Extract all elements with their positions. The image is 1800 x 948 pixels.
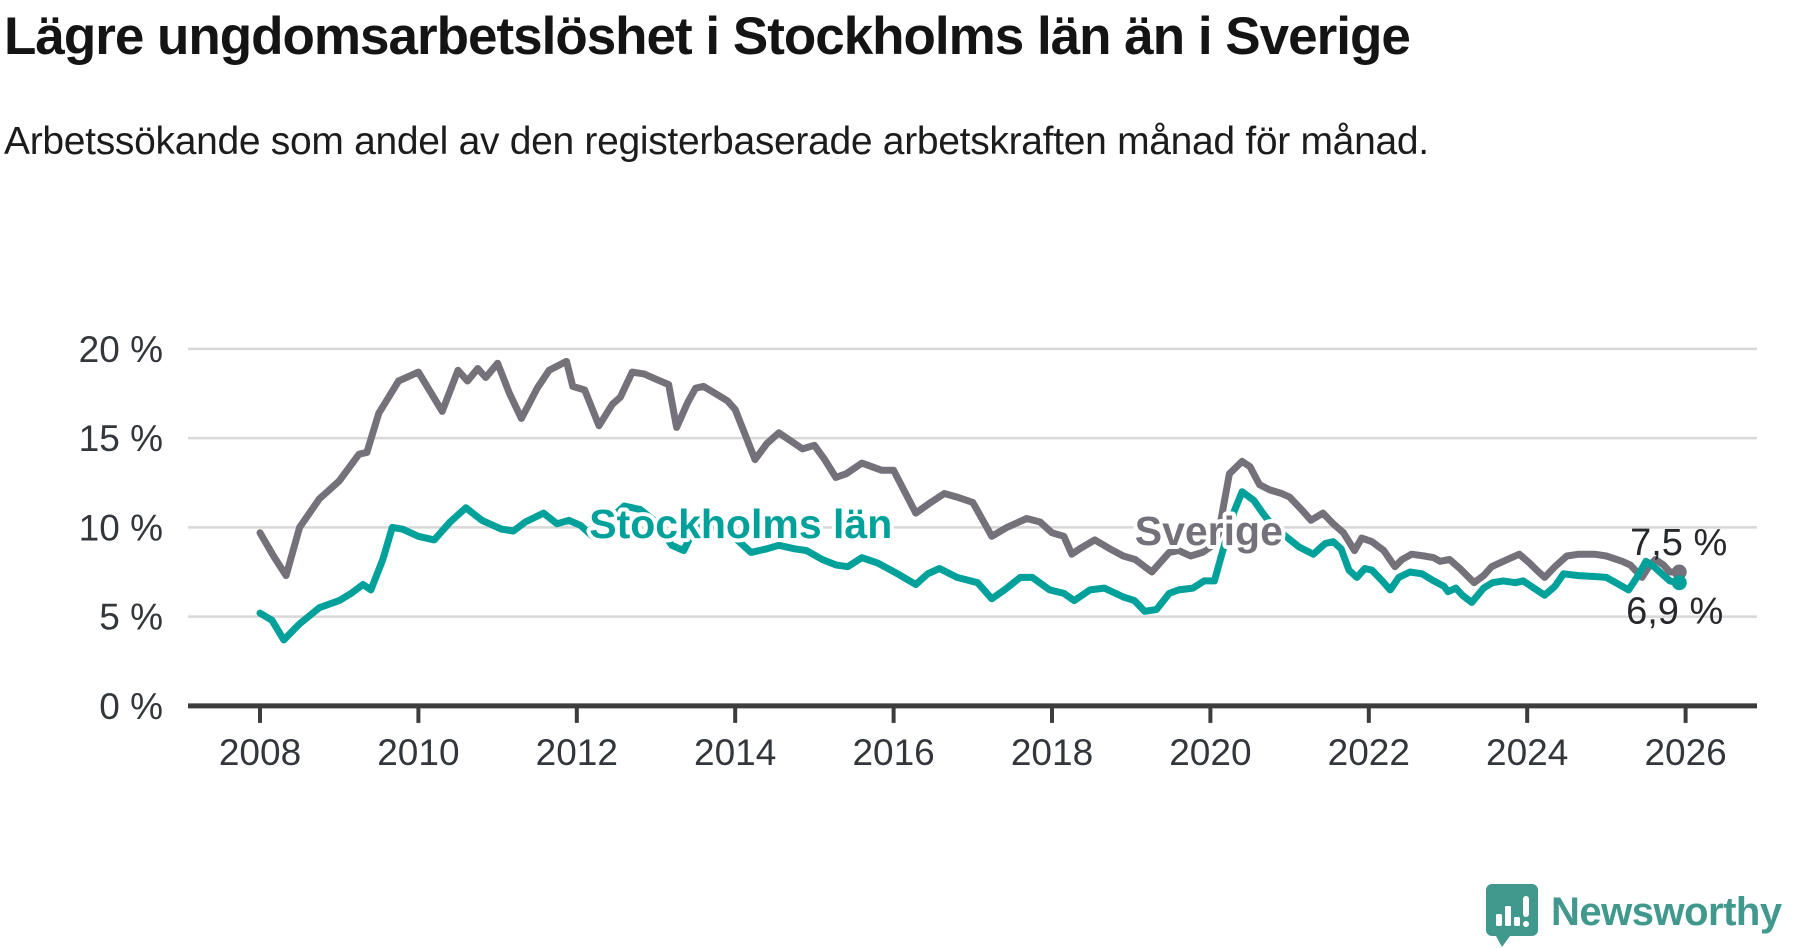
x-tick-label: 2008 [219, 732, 301, 773]
series-line-sverige [256, 357, 1683, 587]
brand-footer: Newsworthy [1486, 882, 1782, 948]
series-inline-label: Sverige [1135, 508, 1283, 554]
chart-subtitle: Arbetssökande som andel av den registerb… [4, 120, 1429, 163]
x-tick-label: 2016 [852, 732, 934, 773]
x-tick-label: 2020 [1169, 732, 1251, 773]
y-tick-label: 10 % [79, 507, 163, 548]
newsworthy-logo-icon [1486, 884, 1538, 947]
x-tick-label: 2022 [1328, 732, 1410, 773]
x-tick-label: 2014 [694, 732, 776, 773]
chart-title: Lägre ungdomsarbetslöshet i Stockholms l… [4, 7, 1411, 66]
x-tick-label: 2012 [536, 732, 618, 773]
series-end-value-label: 6,9 % [1626, 591, 1723, 633]
series-end-value-label: 7,5 % [1630, 522, 1727, 564]
y-tick-label: 15 % [79, 418, 163, 459]
series-line-stockholms-l-n [256, 488, 1683, 644]
brand-name: Newsworthy [1551, 890, 1782, 934]
x-tick-label: 2018 [1011, 732, 1093, 773]
series-end-dot [1671, 575, 1687, 591]
y-tick-label: 20 % [79, 329, 163, 370]
series-inline-label: Stockholms län [589, 501, 892, 547]
y-tick-label: 5 % [99, 597, 163, 638]
series-end-dot [1671, 564, 1687, 580]
y-tick-label: 0 % [99, 686, 163, 727]
x-tick-label: 2010 [377, 732, 459, 773]
x-tick-label: 2024 [1486, 732, 1568, 773]
x-tick-label: 2026 [1644, 732, 1726, 773]
